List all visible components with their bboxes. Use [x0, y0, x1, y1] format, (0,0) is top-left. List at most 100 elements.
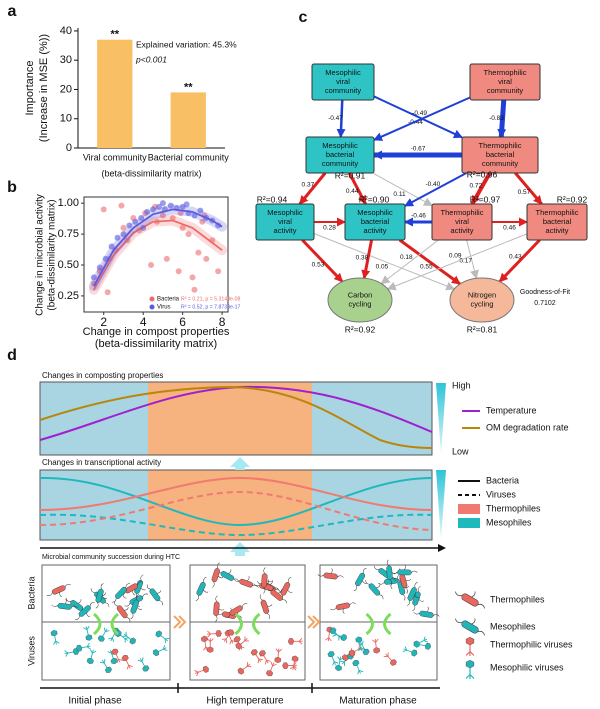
point: [138, 215, 145, 222]
point: [148, 262, 155, 269]
node: [327, 277, 393, 323]
virus: [416, 640, 431, 650]
node-label: Thermophilic: [536, 208, 579, 217]
node-label: Mesophilic: [357, 208, 393, 217]
flagella: [259, 594, 273, 620]
virus-head: [465, 659, 475, 669]
virus-tail: [275, 648, 283, 657]
high-phase-band: [148, 382, 312, 455]
panel-label: d: [7, 347, 17, 364]
up-arrow: [230, 457, 250, 470]
node-label: cycling: [471, 299, 494, 308]
point: [199, 218, 206, 225]
flagella: [233, 575, 259, 588]
legend-label: Mesophilic viruses: [490, 662, 564, 672]
point: [175, 268, 182, 275]
bacterium: [317, 568, 344, 580]
r-squared: R²=0.91: [335, 170, 366, 180]
virus-tail: [240, 636, 250, 645]
legend-label: Virus: [157, 305, 171, 311]
bacterium: [111, 583, 131, 603]
node: [344, 203, 406, 241]
virus-tail: [357, 640, 365, 650]
significance: **: [110, 29, 119, 41]
virus-tail: [137, 657, 145, 667]
edge: [301, 238, 344, 283]
virus-tail: [64, 650, 74, 657]
point: [197, 207, 204, 214]
edge-label: 0.38: [356, 255, 369, 262]
edge-label: 0.37: [302, 181, 315, 188]
flagella: [253, 579, 280, 591]
r-squared: R²=0.81: [467, 324, 498, 334]
y-tick-label: 0.75: [58, 228, 79, 240]
virus: [194, 665, 209, 677]
edge-label: 0.18: [400, 254, 413, 261]
virus: [371, 638, 380, 654]
y-axis-title: (beta-dissimilarity matrix): [47, 199, 58, 310]
edge-label: -0.40: [425, 181, 440, 188]
x-tick-label: 2: [100, 315, 107, 329]
bacterium: [386, 559, 398, 586]
legend-swatch: [149, 296, 155, 302]
box-title: Microbial community succession during HT…: [42, 554, 180, 561]
bacterium-body: [397, 569, 412, 576]
point: [167, 202, 174, 209]
virus-tail: [99, 658, 108, 668]
virus: [332, 630, 347, 642]
x-axis-title: (beta-dissimilarity matrix): [95, 338, 217, 350]
virus-tail: [53, 635, 60, 645]
y-tick-label: 1.00: [58, 197, 79, 209]
r-squared: R²=0.96: [467, 169, 498, 179]
bacterium: [130, 594, 143, 620]
node: [431, 203, 493, 241]
node-label: Mesophilic: [267, 208, 303, 217]
y-tick-label: 10: [60, 113, 72, 125]
bacterium: [261, 567, 273, 594]
virus: [237, 661, 252, 675]
flagella: [114, 601, 131, 623]
legend-label: Viruses: [486, 489, 516, 499]
point: [96, 264, 103, 271]
virus-head: [327, 651, 335, 658]
up-arrow: [230, 542, 250, 556]
x-tick-label: 4: [140, 315, 147, 329]
virus: [155, 630, 170, 644]
legend-label: Bacteria: [157, 297, 180, 303]
edge: [498, 238, 541, 283]
edge: [514, 172, 543, 205]
legend-label: Thermophilic viruses: [490, 639, 573, 649]
gradient-triangle: [436, 383, 446, 455]
r-squared: R²=0.90: [359, 194, 390, 204]
virus-tail: [242, 661, 252, 670]
scale-high: High: [452, 380, 471, 390]
virus-tail: [207, 630, 216, 638]
virus: [258, 650, 271, 665]
virus: [383, 652, 397, 666]
point: [144, 208, 151, 215]
flagella: [146, 584, 163, 606]
bacterium: [46, 583, 71, 598]
transition-arrow: [92, 612, 120, 636]
r-squared: R²=0.92: [557, 194, 588, 204]
point: [104, 289, 111, 296]
virus-tail: [120, 635, 130, 643]
bacterium: [213, 595, 225, 622]
bacterium-body: [323, 572, 338, 580]
y-axis-title: Importance: [24, 60, 36, 115]
r-squared: R²=0.92: [345, 324, 376, 334]
virus-tail: [115, 654, 123, 664]
x-axis-title: Change in compost properties: [83, 326, 230, 338]
row-label: Viruses: [26, 636, 36, 666]
virus: [99, 658, 112, 673]
flagella: [51, 598, 78, 609]
panel-label: b: [7, 179, 17, 196]
edge: [386, 233, 528, 291]
node-label: viral: [455, 217, 469, 226]
bacterium-body: [280, 582, 291, 596]
virus-tail: [465, 668, 475, 680]
virus: [335, 656, 344, 672]
y-tick-label: 0.25: [58, 290, 79, 302]
node-label: activity: [546, 226, 569, 235]
